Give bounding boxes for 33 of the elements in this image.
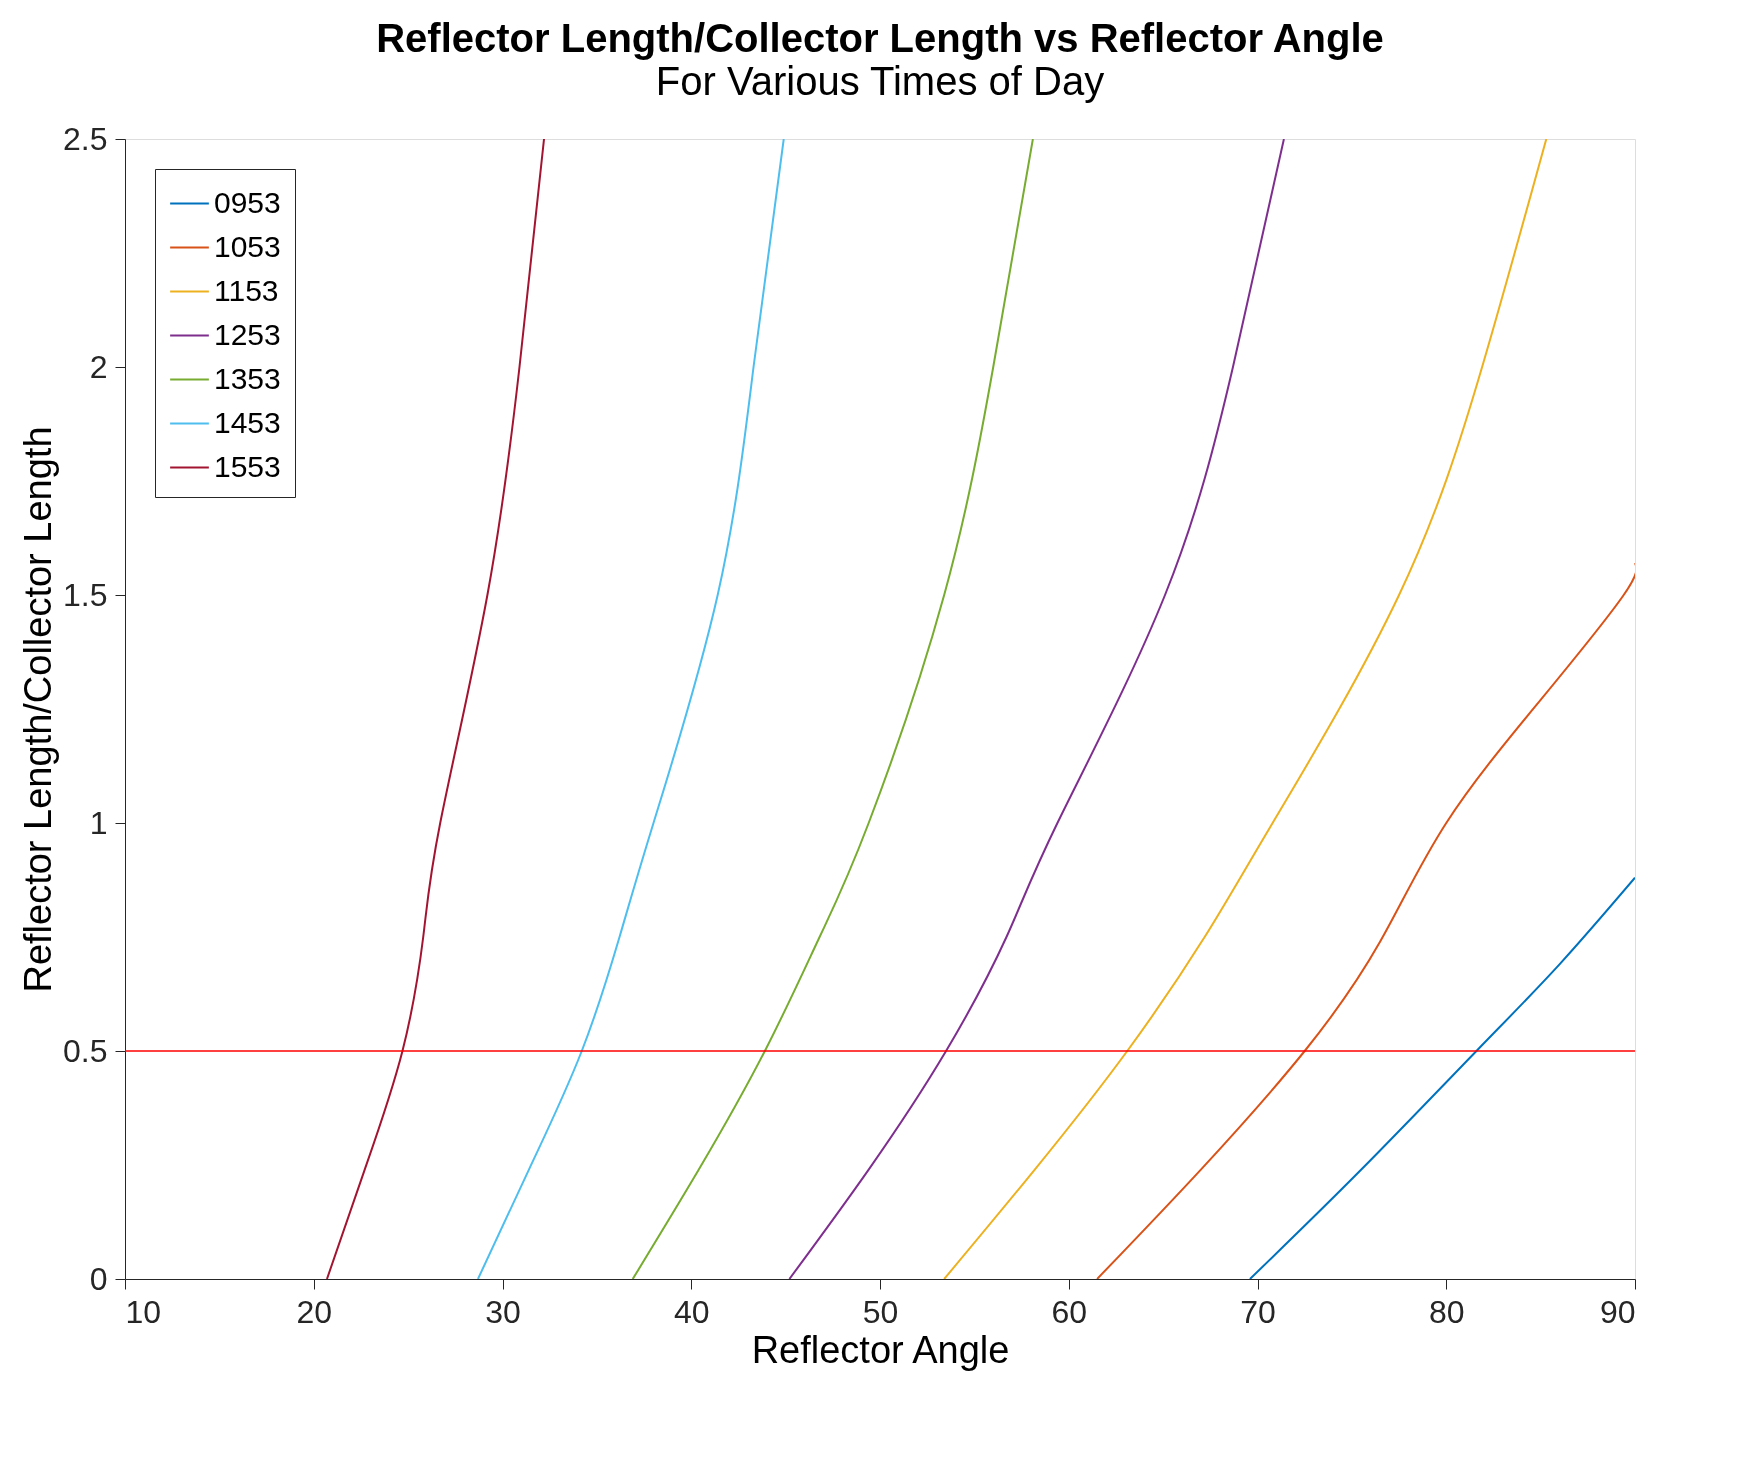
x-tick-label: 30 <box>485 1293 521 1330</box>
y-tick-label: 0.5 <box>63 1032 108 1069</box>
line-series <box>1096 562 1635 1279</box>
line-series <box>788 139 1285 1279</box>
y-tick-label: 2.5 <box>63 120 108 157</box>
y-tick-label: 2 <box>89 348 108 385</box>
y-tick-label: 1 <box>89 804 108 841</box>
x-tick-label: 10 <box>125 1293 162 1330</box>
line-series <box>1248 876 1635 1279</box>
chart-subtitle: For Various Times of Day <box>655 59 1105 103</box>
x-tick-label: 50 <box>862 1293 899 1330</box>
y-axis-title: Reflector Length/Collector Length <box>17 426 60 993</box>
legend-label: 1453 <box>214 405 281 439</box>
line-series <box>943 139 1548 1279</box>
x-tick-label: 70 <box>1240 1293 1276 1330</box>
chart-title: Reflector Length/Collector Length vs Reflector Angle <box>376 16 1384 60</box>
legend-label: 1053 <box>214 229 281 263</box>
legend-label: 1353 <box>214 361 281 395</box>
legend-label: 1253 <box>214 317 281 351</box>
x-tick-label: 40 <box>673 1293 710 1330</box>
x-tick-label: 80 <box>1428 1293 1465 1330</box>
y-tick-label: 1.5 <box>63 576 108 613</box>
line-series <box>476 139 785 1279</box>
x-tick-label: 20 <box>296 1293 333 1330</box>
legend-label: 0953 <box>214 185 281 219</box>
line-series <box>325 139 546 1279</box>
legend-label: 1553 <box>214 449 281 483</box>
legend-label: 1153 <box>214 273 279 307</box>
x-tick-label: 90 <box>1599 1293 1636 1330</box>
x-tick-label: 60 <box>1051 1293 1088 1330</box>
line-series <box>631 139 1034 1279</box>
y-tick-label: 0 <box>89 1260 108 1297</box>
x-axis-title: Reflector Angle <box>751 1328 1010 1371</box>
